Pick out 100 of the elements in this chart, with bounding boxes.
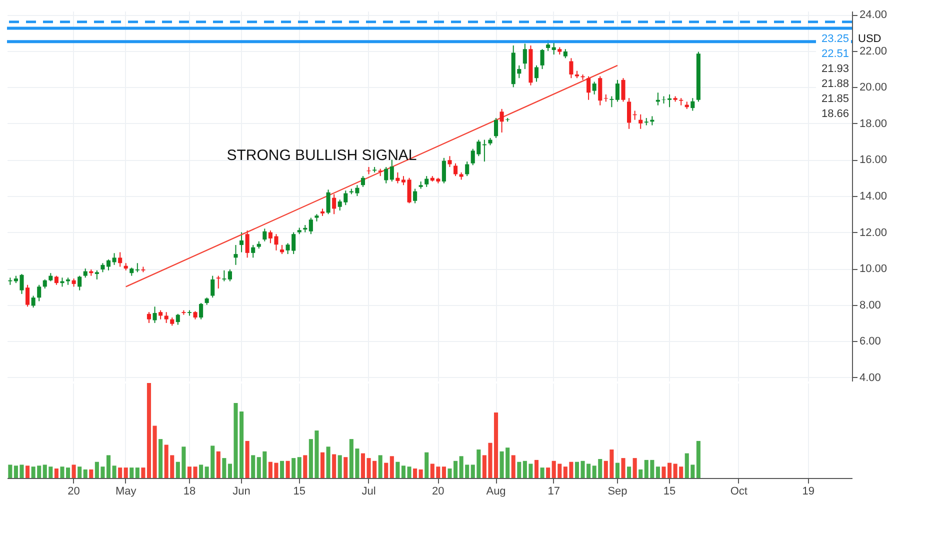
candlestick [158,310,163,320]
x-tick-label: 20 [68,486,80,498]
candlestick [384,166,388,184]
candlestick [42,278,47,289]
x-tick-label: 20 [432,486,444,498]
candlestick [83,268,88,278]
x-tick-label: May [115,486,137,498]
candlestick [94,270,99,280]
bar [292,458,296,478]
candlestick [199,302,204,320]
candlestick [424,176,429,188]
candlestick [54,275,58,286]
y-tick-label: 22.00 [860,45,888,58]
bar [546,468,550,478]
candlestick [638,114,643,130]
bar [297,457,302,478]
bar [390,456,394,478]
bar [89,469,94,478]
x-tick-label: 18 [183,486,196,498]
bar [442,466,446,478]
x-tick-label: Aug [486,486,506,498]
text: USD [858,33,882,46]
candlestick [621,78,626,102]
bar [78,466,82,478]
bar [378,455,382,478]
y-tick-label: 6.00 [860,336,881,348]
candlestick [262,228,267,242]
bar [534,460,539,478]
y-tick-label: 24.00 [860,9,888,22]
annotation: 21.85 [821,93,849,106]
candlestick [210,275,215,298]
candlestick [522,43,527,70]
candlestick [690,98,695,112]
candlestick [644,118,648,126]
candlestick [494,118,498,138]
bar [338,455,342,478]
bar [130,468,134,478]
candlestick [146,312,152,324]
bar [106,455,111,478]
x-tick-label: 17 [548,486,560,498]
candlestick [332,194,336,215]
bar [517,462,522,478]
bar [344,457,348,478]
bar [245,440,250,478]
candlestick [615,79,620,102]
y-tick-label: 10.00 [860,263,888,276]
x-tick-label: Sep [608,486,628,498]
bar [72,464,76,478]
candlestick [598,76,602,106]
bar [418,469,423,478]
candlestick [569,58,574,79]
annotation: STRONG BULLISH SIGNAL [226,146,417,164]
bar [135,468,140,478]
candlestick [552,41,556,56]
bar [286,460,290,478]
candlestick [222,270,226,282]
x-tick-label: 15 [293,486,306,498]
bar [216,451,220,478]
x-tick-label: 19 [802,486,814,498]
bar [540,468,544,478]
candlestick [106,258,111,271]
bar [632,458,637,478]
candlestick [31,295,36,308]
candlestick [360,176,366,188]
candlestick [465,161,470,177]
candlestick [390,159,394,182]
candlestick [679,98,684,106]
bar [26,466,30,478]
y-tick-label: 14.00 [860,190,888,202]
candlestick [592,81,596,95]
candlestick [563,48,568,59]
candlestick [627,98,632,130]
candlestick [37,284,42,302]
candlestick [442,157,446,184]
bar [332,454,336,478]
y-tick-label: 4.00 [860,372,881,384]
bar [320,452,325,478]
x-tick-label: Oct [730,486,748,498]
bar [222,458,226,478]
bar [251,455,256,478]
ref-line-label: 23.25 [821,33,849,46]
candlestick [135,262,140,273]
ref-line-label: 22.51 [821,48,849,60]
candlestick [100,262,105,273]
y-tick-label: 12.00 [860,226,888,239]
candlestick [26,284,30,308]
candlestick [216,275,220,289]
candlestick [366,166,371,175]
annotation: 21.93 [821,63,849,76]
candlestick [396,172,400,184]
bar [511,455,516,478]
candlestick [251,244,256,258]
candlestick [500,108,504,134]
y-tick-label: 18.00 [860,118,888,130]
bar [621,458,626,478]
bar [696,440,700,478]
bar [280,460,284,478]
candlestick [164,312,168,324]
candlestick [280,244,284,255]
candlestick [118,252,122,268]
